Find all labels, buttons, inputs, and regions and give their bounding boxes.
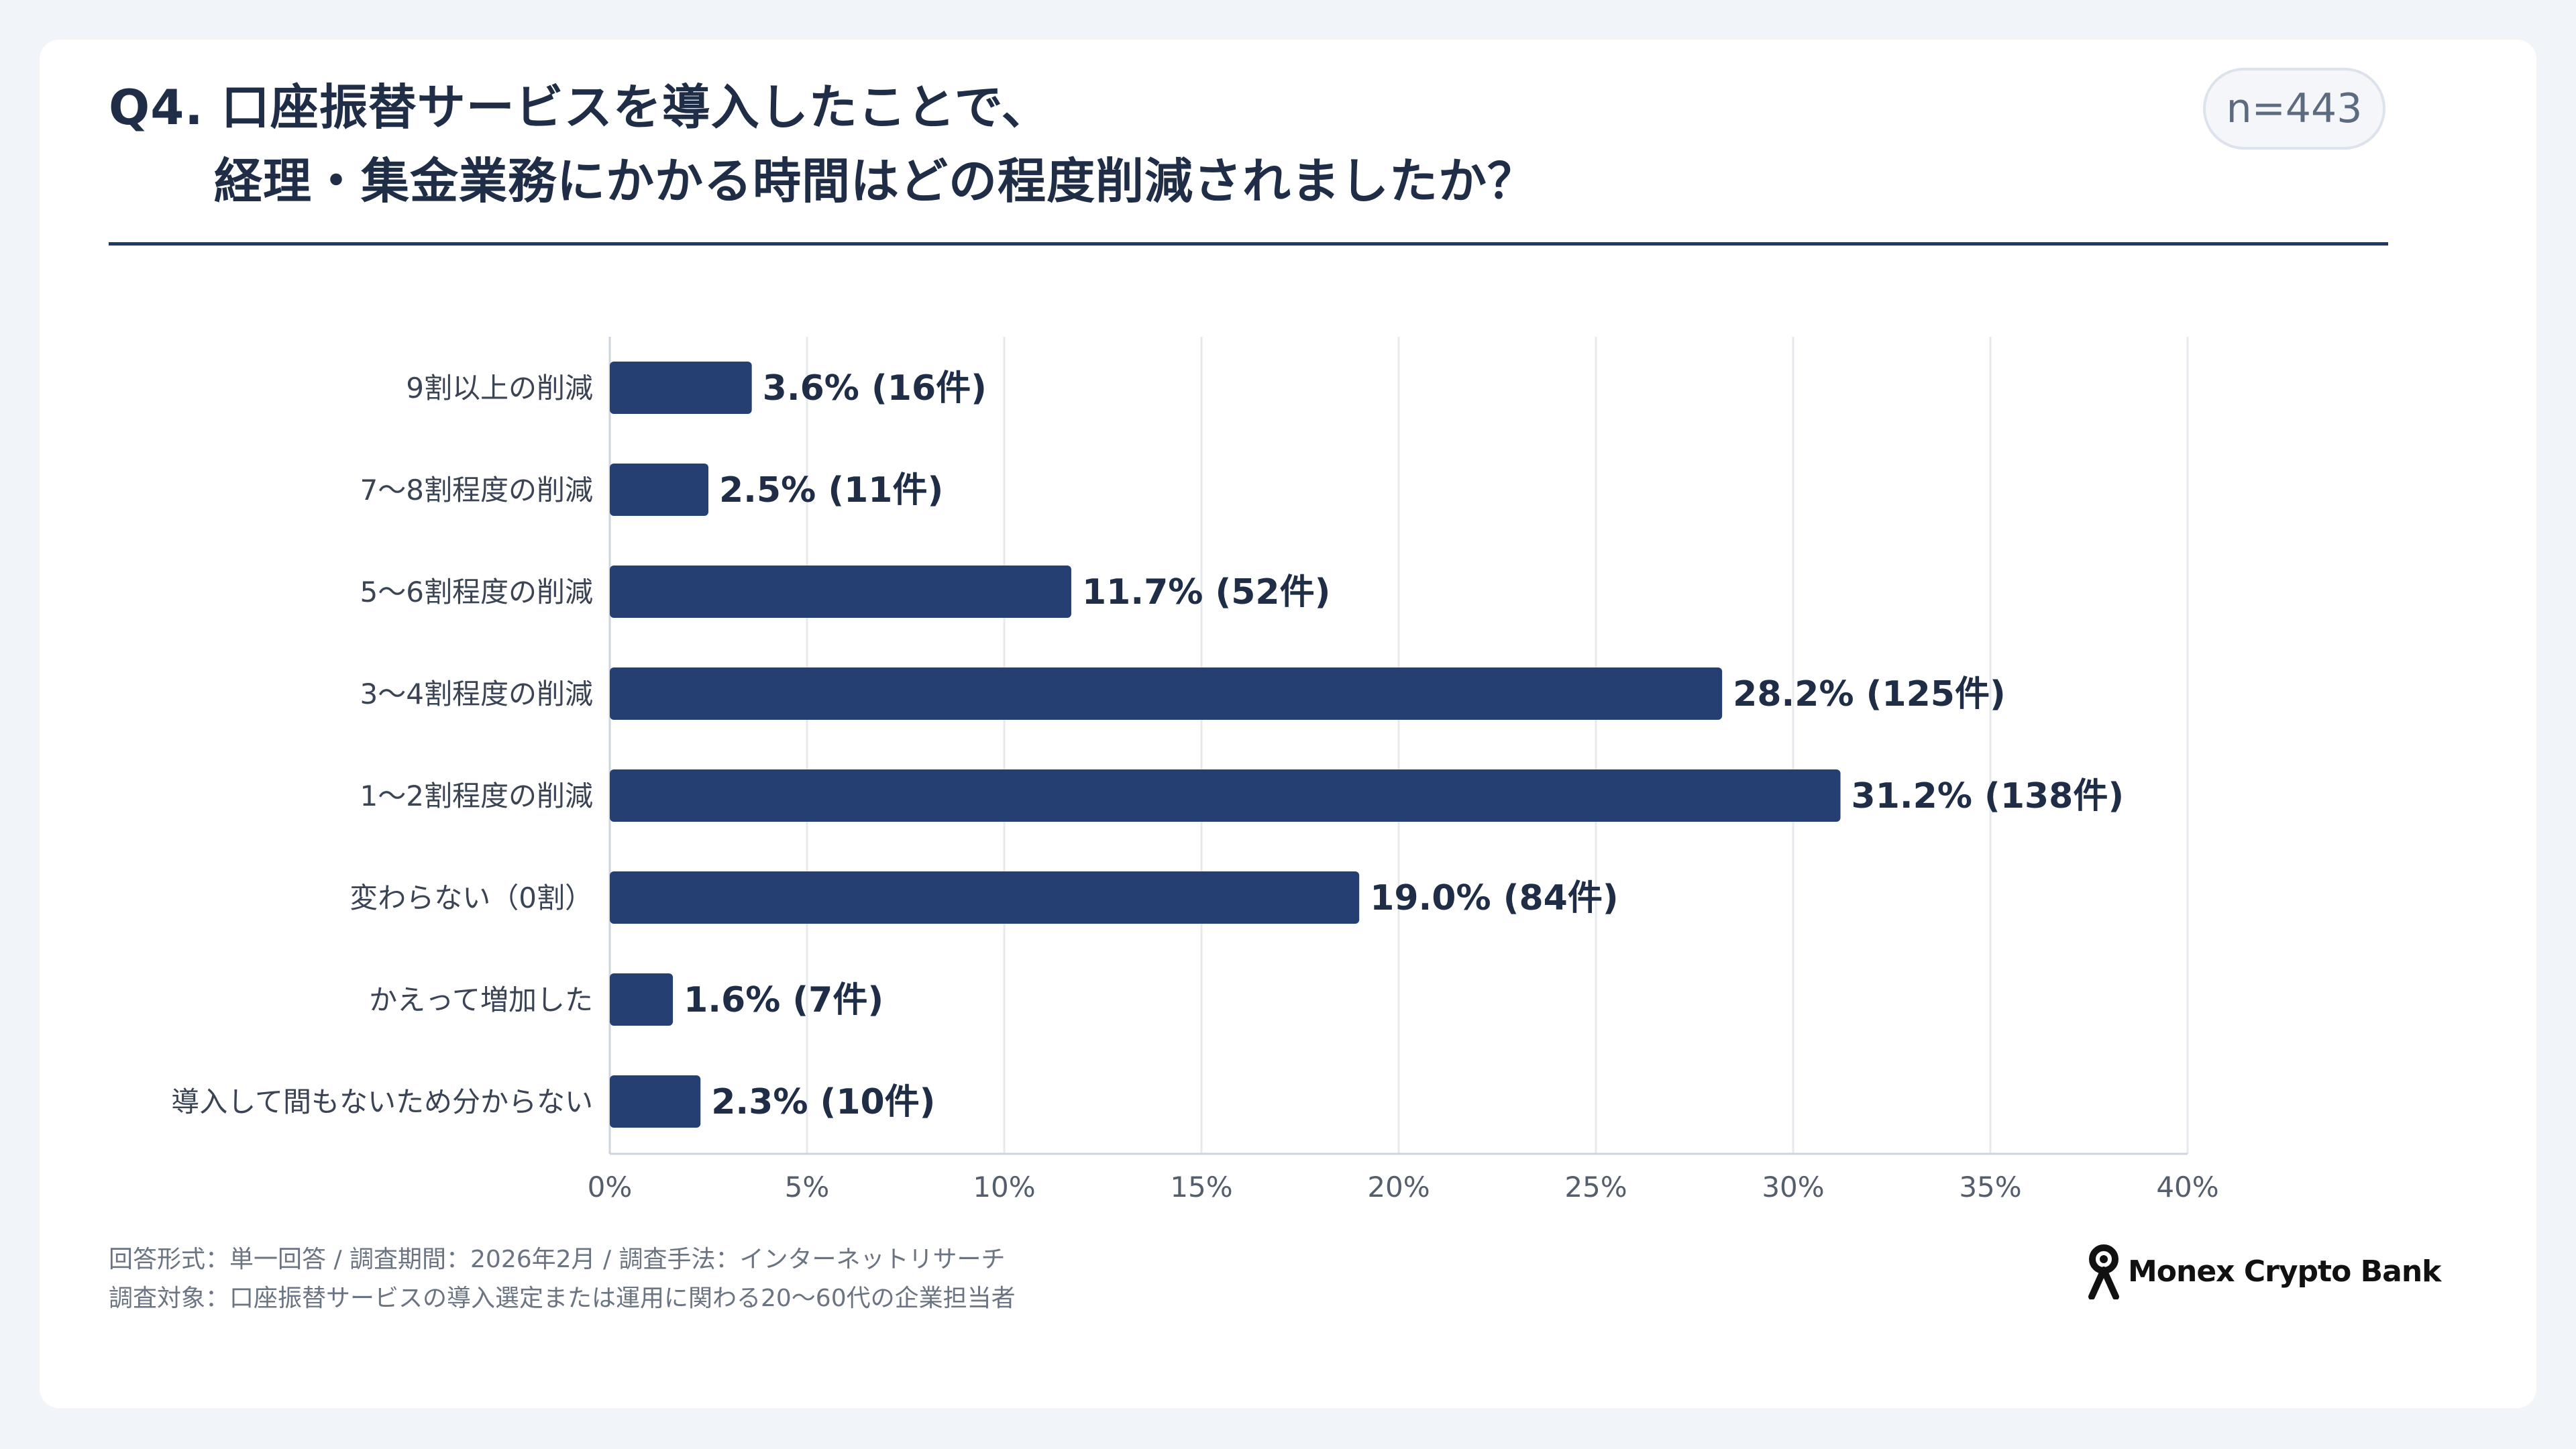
brand-name: Monex Crypto Bank	[2128, 1254, 2441, 1289]
chart-card	[40, 40, 2536, 1408]
data-label: 2.5% (11件)	[719, 470, 943, 511]
category-label: 9割以上の削減	[406, 372, 593, 405]
x-tick-label: 0%	[588, 1171, 633, 1203]
title-line-2: 経理・集金業務にかかる時間はどの程度削減されましたか？	[214, 153, 1537, 209]
data-label: 2.3% (10件)	[711, 1082, 935, 1122]
x-tick-label: 40%	[2156, 1171, 2218, 1203]
title-line-1: Q4. 口座振替サービスを導入したことで、	[109, 79, 1051, 136]
data-label: 11.7% (52件)	[1082, 572, 1330, 612]
x-tick-label: 5%	[785, 1171, 830, 1203]
chart-title: Q4. 口座振替サービスを導入したことで、 経理・集金業務にかかる時間はどの程度…	[109, 70, 1536, 218]
category-label: 変わらない（0割）	[350, 881, 593, 914]
category-label: かえって増加した	[369, 983, 593, 1016]
data-label: 19.0% (84件)	[1370, 878, 1618, 918]
survey-target-note: 調査対象：口座振替サービスの導入選定または運用に関わる20〜60代の企業担当者	[109, 1285, 1016, 1312]
data-label: 28.2% (125件)	[1733, 674, 2006, 714]
bar	[610, 1075, 701, 1128]
monex-person-icon	[2088, 1244, 2119, 1299]
category-label: 5〜6割程度の削減	[360, 576, 593, 608]
bar	[610, 566, 1071, 618]
category-label: 導入して間もないため分からない	[171, 1085, 593, 1118]
bar	[610, 667, 1723, 720]
category-label: 1〜2割程度の削減	[360, 780, 593, 812]
category-label: 3〜4割程度の削減	[360, 678, 593, 710]
data-label: 1.6% (7件)	[684, 980, 883, 1020]
x-tick-label: 30%	[1762, 1171, 1824, 1203]
bar	[610, 973, 674, 1026]
sample-size-badge: n=443	[2203, 68, 2385, 150]
x-tick-label: 20%	[1367, 1171, 1430, 1203]
bar	[610, 362, 752, 414]
brand-logo: Monex Crypto Bank	[2082, 1238, 2441, 1305]
survey-method-note: 回答形式：単一回答 / 調査期間：2026年2月 / 調査手法：インターネットリ…	[109, 1246, 1006, 1273]
category-label: 7〜8割程度の削減	[360, 474, 593, 506]
data-label: 3.6% (16件)	[763, 368, 987, 409]
x-tick-label: 15%	[1170, 1171, 1232, 1203]
data-label: 31.2% (138件)	[1851, 776, 2125, 816]
bar	[610, 871, 1360, 924]
title-divider	[109, 242, 2388, 246]
x-tick-label: 10%	[973, 1171, 1035, 1203]
bar	[610, 464, 708, 516]
bar	[610, 769, 1841, 822]
x-tick-label: 25%	[1564, 1171, 1627, 1203]
x-tick-label: 35%	[1959, 1171, 2021, 1203]
